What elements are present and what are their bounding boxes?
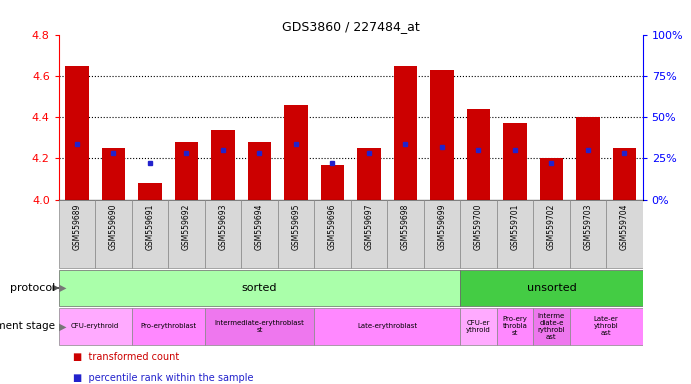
FancyBboxPatch shape (205, 308, 314, 345)
FancyBboxPatch shape (460, 270, 643, 306)
Text: GSM559694: GSM559694 (255, 203, 264, 250)
FancyBboxPatch shape (533, 200, 569, 268)
Bar (102, 148, 125, 200)
Bar (503, 123, 527, 200)
Text: CFU-erythroid: CFU-erythroid (71, 323, 120, 329)
Text: GSM559689: GSM559689 (73, 203, 82, 250)
FancyBboxPatch shape (95, 200, 132, 268)
FancyBboxPatch shape (132, 308, 205, 345)
FancyBboxPatch shape (606, 200, 643, 268)
FancyBboxPatch shape (314, 308, 460, 345)
Bar (430, 70, 454, 200)
FancyBboxPatch shape (59, 270, 460, 306)
Text: Late-er
ythrobl
ast: Late-er ythrobl ast (594, 316, 618, 336)
FancyBboxPatch shape (350, 200, 387, 268)
Text: GSM559692: GSM559692 (182, 203, 191, 250)
FancyBboxPatch shape (497, 200, 533, 268)
Text: unsorted: unsorted (527, 283, 576, 293)
FancyBboxPatch shape (424, 200, 460, 268)
Text: GSM559697: GSM559697 (364, 203, 373, 250)
Text: GSM559695: GSM559695 (292, 203, 301, 250)
Bar (612, 148, 636, 200)
Text: Intermediate-erythroblast
st: Intermediate-erythroblast st (214, 320, 305, 333)
FancyBboxPatch shape (168, 200, 205, 268)
Text: GSM559698: GSM559698 (401, 203, 410, 250)
Text: GSM559701: GSM559701 (511, 203, 520, 250)
Text: GSM559696: GSM559696 (328, 203, 337, 250)
Bar (65, 66, 89, 200)
Text: GSM559702: GSM559702 (547, 203, 556, 250)
Text: GSM559693: GSM559693 (218, 203, 227, 250)
Title: GDS3860 / 227484_at: GDS3860 / 227484_at (282, 20, 419, 33)
FancyBboxPatch shape (497, 308, 533, 345)
Bar (576, 117, 600, 200)
Bar (540, 158, 563, 200)
Text: sorted: sorted (242, 283, 277, 293)
FancyBboxPatch shape (569, 200, 606, 268)
Text: ■  percentile rank within the sample: ■ percentile rank within the sample (73, 373, 253, 383)
Text: Interme
diate-e
rythrobl
ast: Interme diate-e rythrobl ast (538, 313, 565, 340)
FancyBboxPatch shape (59, 200, 95, 268)
FancyBboxPatch shape (205, 200, 241, 268)
Bar (466, 109, 491, 200)
Text: GSM559704: GSM559704 (620, 203, 629, 250)
FancyBboxPatch shape (59, 308, 132, 345)
Bar (394, 66, 417, 200)
Text: GSM559699: GSM559699 (437, 203, 446, 250)
Text: ▶: ▶ (59, 321, 67, 331)
Text: Pro-ery
throbla
st: Pro-ery throbla st (502, 316, 527, 336)
Bar (284, 105, 307, 200)
Text: GSM559691: GSM559691 (146, 203, 155, 250)
Text: ▶: ▶ (59, 283, 67, 293)
FancyBboxPatch shape (460, 308, 497, 345)
Text: ■  transformed count: ■ transformed count (73, 352, 179, 362)
FancyBboxPatch shape (387, 200, 424, 268)
FancyBboxPatch shape (460, 200, 497, 268)
Bar (211, 129, 235, 200)
Text: protocol: protocol (10, 283, 55, 293)
FancyBboxPatch shape (132, 200, 168, 268)
FancyBboxPatch shape (314, 200, 350, 268)
Bar (138, 183, 162, 200)
FancyBboxPatch shape (533, 308, 569, 345)
Text: GSM559690: GSM559690 (109, 203, 118, 250)
Bar (247, 142, 272, 200)
Bar (175, 142, 198, 200)
Text: development stage: development stage (0, 321, 55, 331)
Bar (321, 165, 344, 200)
Text: CFU-er
ythroid: CFU-er ythroid (466, 320, 491, 333)
Text: Late-erythroblast: Late-erythroblast (357, 323, 417, 329)
Text: Pro-erythroblast: Pro-erythroblast (140, 323, 196, 329)
Text: GSM559703: GSM559703 (583, 203, 592, 250)
Bar (357, 148, 381, 200)
FancyBboxPatch shape (241, 200, 278, 268)
Text: GSM559700: GSM559700 (474, 203, 483, 250)
FancyBboxPatch shape (569, 308, 643, 345)
FancyBboxPatch shape (278, 200, 314, 268)
